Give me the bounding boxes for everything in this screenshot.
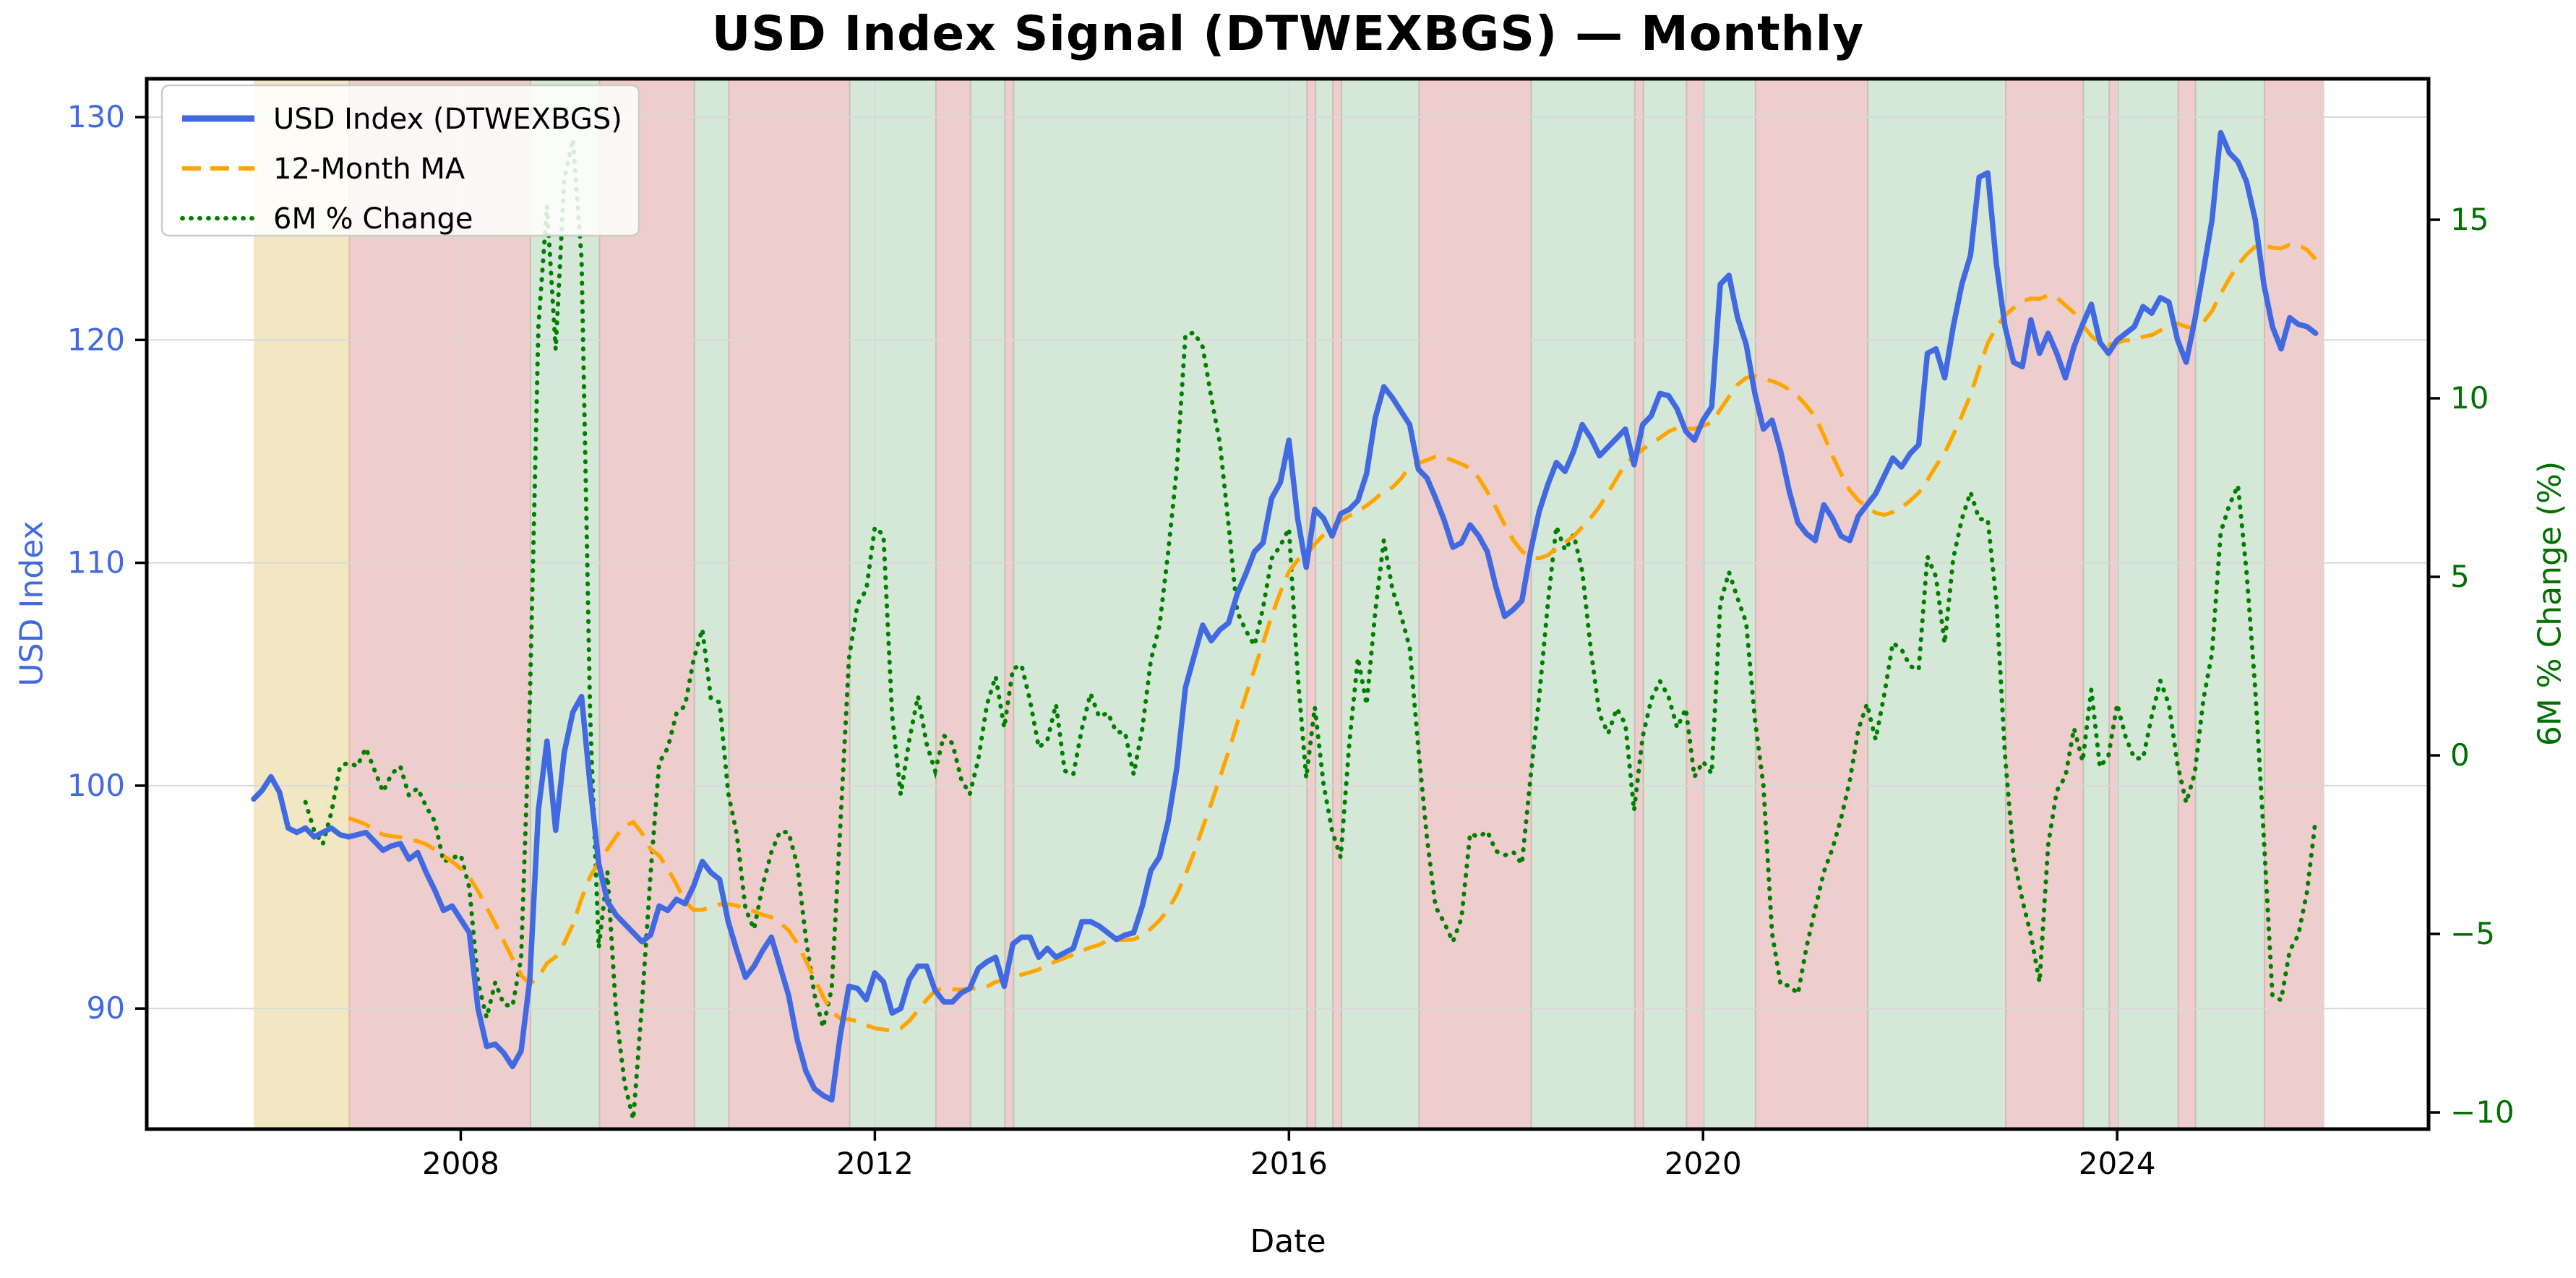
signal-band-bearish <box>2177 79 2197 1129</box>
signal-band-bearish <box>1754 79 1869 1129</box>
y-right-tick-label-0: 0 <box>2450 737 2470 773</box>
signal-band-warmup <box>254 79 351 1129</box>
x-tick-label-2016: 2016 <box>1250 1146 1328 1181</box>
signal-band-bearish <box>1633 79 1644 1129</box>
signal-band-bearish <box>1332 79 1342 1129</box>
signal-band-bearish <box>935 79 971 1129</box>
y-right-tick-label--10: −10 <box>2450 1094 2515 1130</box>
signal-band-bearish <box>1004 79 1015 1129</box>
signal-band-bearish <box>2264 79 2324 1129</box>
x-tick-label-2020: 2020 <box>1665 1146 1742 1181</box>
legend-label: 6M % Change <box>273 202 473 236</box>
y-right-tick-label--5: −5 <box>2450 916 2495 951</box>
signal-band-bearish <box>1306 79 1317 1129</box>
x-tick-label-2024: 2024 <box>2079 1146 2156 1181</box>
plot-border <box>145 77 2431 1131</box>
y-right-tick-label-10: 10 <box>2450 380 2489 416</box>
signal-band-bullish <box>1340 79 1420 1129</box>
y-right-tick-label-5: 5 <box>2450 559 2470 594</box>
y-axis-left: 90 100 110 120 130 <box>67 99 147 1026</box>
signal-band-bullish <box>849 79 937 1129</box>
signal-band-bullish <box>969 79 1006 1129</box>
signal-band-bullish <box>693 79 730 1129</box>
y-left-tick-label-90: 90 <box>87 990 125 1026</box>
x-tick-label-2008: 2008 <box>422 1146 499 1181</box>
signal-band-bullish <box>1530 79 1636 1129</box>
pct-change-line <box>303 139 2318 1120</box>
ma-line <box>348 242 2317 1034</box>
signal-band-bullish <box>2117 79 2179 1129</box>
y-left-tick-label-110: 110 <box>67 545 125 580</box>
legend-box <box>160 84 640 237</box>
signal-band-bullish <box>1315 79 1334 1129</box>
signal-band-bullish <box>2194 79 2266 1129</box>
usd-index-line <box>251 129 2319 1103</box>
chart-title: USD Index Signal (DTWEXBGS) — Monthly <box>711 6 1865 61</box>
signal-band-bullish <box>1867 79 2007 1129</box>
signal-band-bearish <box>348 79 531 1129</box>
signal-band-bullish <box>2082 79 2111 1129</box>
legend-label: USD Index (DTWEXBGS) <box>273 103 622 136</box>
y-left-tick-label-100: 100 <box>67 768 125 803</box>
y-axis-right: −10 −5 0 5 10 15 <box>2429 202 2515 1130</box>
legend: USD Index (DTWEXBGS) 12-Month MA 6M % Chan… <box>160 84 640 237</box>
legend-label: 12-Month MA <box>273 153 465 186</box>
y-right-tick-label-15: 15 <box>2450 202 2489 237</box>
signal-band-bearish <box>2005 79 2085 1129</box>
signal-band-bullish <box>1703 79 1756 1129</box>
signal-band-bearish <box>728 79 851 1129</box>
x-axis-label: Date <box>1250 1223 1326 1260</box>
y-left-tick-label-120: 120 <box>67 322 125 357</box>
signal-band-bearish <box>1686 79 1705 1129</box>
signal-band-bearish <box>1418 79 1532 1129</box>
x-tick-label-2012: 2012 <box>836 1146 914 1181</box>
signal-band-bullish <box>1642 79 1688 1129</box>
y-left-tick-label-130: 130 <box>67 99 125 134</box>
x-axis: 2008 2012 2016 2020 2024 <box>422 1129 2156 1181</box>
